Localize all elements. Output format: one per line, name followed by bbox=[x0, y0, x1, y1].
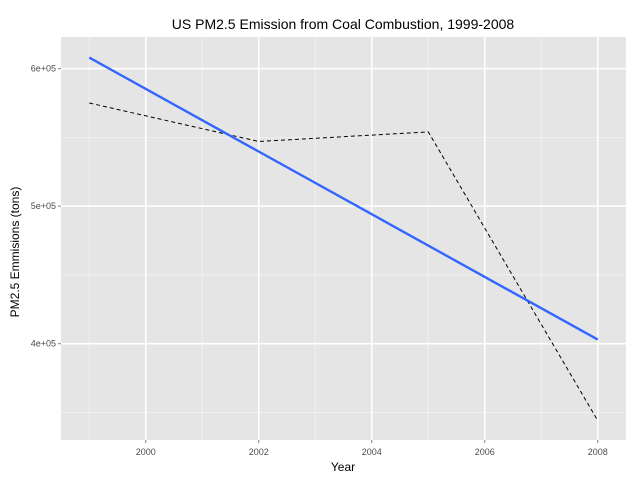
x-axis-title: Year bbox=[331, 460, 355, 474]
plot-panel bbox=[61, 37, 626, 440]
x-tick-label: 2006 bbox=[475, 447, 495, 457]
chart-title: US PM2.5 Emission from Coal Combustion, … bbox=[172, 16, 515, 32]
emission-dashed-line bbox=[89, 102, 599, 421]
y-tick-label: 6e+05 bbox=[31, 64, 56, 74]
x-axis-ticks: 2000 2002 2004 2006 2008 bbox=[136, 440, 608, 457]
linear-trend-line bbox=[88, 56, 599, 341]
x-tick-label: 2002 bbox=[249, 447, 269, 457]
series-group bbox=[88, 56, 599, 421]
grid-lines bbox=[61, 37, 626, 440]
x-tick-label: 2004 bbox=[362, 447, 382, 457]
y-tick-label: 5e+05 bbox=[31, 201, 56, 211]
x-tick-label: 2008 bbox=[588, 447, 608, 457]
x-tick-label: 2000 bbox=[136, 447, 156, 457]
y-axis-title: PM2.5 Emmisions (tons) bbox=[8, 187, 22, 318]
y-tick-label: 4e+05 bbox=[31, 339, 56, 349]
y-axis-ticks: 4e+05 5e+05 6e+05 bbox=[31, 64, 61, 349]
